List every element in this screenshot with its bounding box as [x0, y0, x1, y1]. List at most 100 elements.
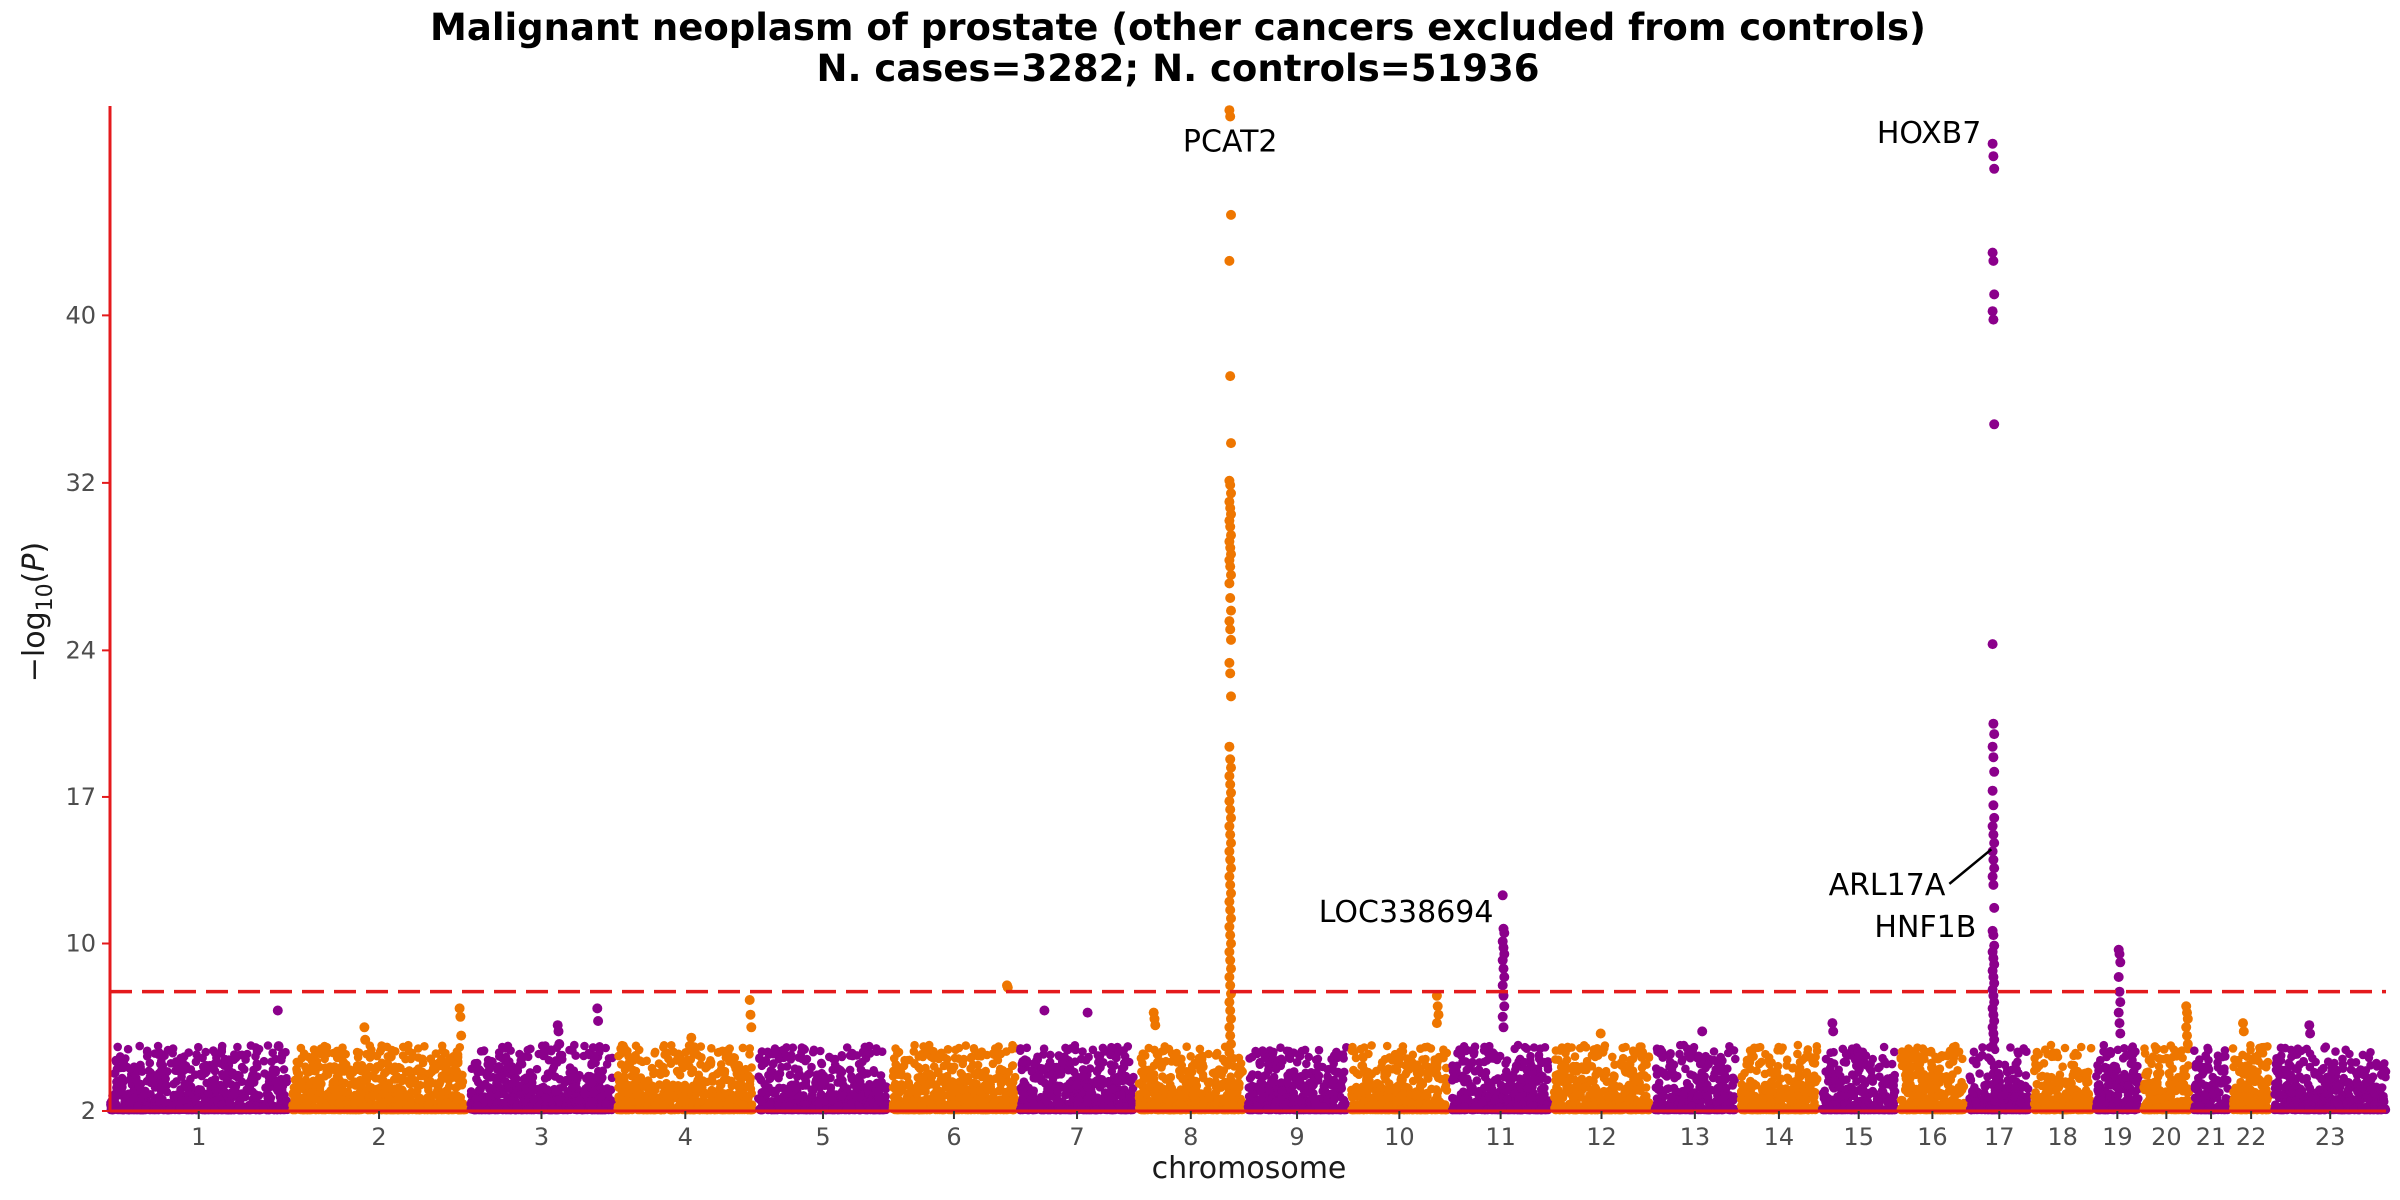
snp-point	[271, 1077, 281, 1087]
snp-point	[543, 1069, 553, 1078]
snp-point	[394, 1088, 404, 1098]
snp-point	[904, 1078, 914, 1088]
snp-point	[654, 1059, 664, 1068]
snp-point	[553, 1095, 563, 1104]
snp-point	[673, 1053, 683, 1062]
snp-point	[837, 1091, 846, 1101]
snp-point	[210, 1048, 220, 1058]
snp-point	[643, 1076, 653, 1085]
snp-point	[1008, 1040, 1017, 1050]
snp-point	[111, 1099, 120, 1109]
snp-point	[934, 1054, 944, 1064]
snp-point	[659, 1043, 668, 1052]
snp-point	[1107, 1042, 1116, 1052]
snp-point	[196, 1085, 206, 1094]
snp-point	[113, 1042, 122, 1052]
snp-point	[567, 1083, 577, 1092]
snp-point	[1112, 1076, 1122, 1085]
snp-point	[297, 1053, 307, 1063]
snp-point	[1009, 1097, 1019, 1107]
snp-point	[734, 1082, 743, 1092]
snp-point	[706, 1076, 715, 1086]
snp-point	[1022, 1043, 1032, 1053]
snp-point	[613, 1071, 623, 1080]
snp-point	[441, 1048, 450, 1058]
snp-point	[768, 1059, 778, 1069]
snp-point	[301, 1062, 310, 1071]
snp-point	[309, 1045, 319, 1054]
snp-point	[713, 1097, 723, 1107]
snp-point	[425, 1069, 434, 1078]
snp-point	[803, 1070, 813, 1079]
snp-point	[948, 1099, 958, 1109]
snp-point	[365, 1082, 374, 1091]
snp-point	[1018, 1088, 1028, 1097]
chart-subtitle: N. cases=3282; N. controls=51936	[817, 47, 1540, 90]
snp-point	[664, 1086, 674, 1095]
snp-point	[194, 1042, 203, 1052]
snp-point	[642, 1056, 651, 1066]
snp-point	[688, 1065, 698, 1075]
snp-point	[1119, 1058, 1129, 1068]
snp-point	[171, 1057, 181, 1066]
snp-point	[169, 1079, 178, 1089]
snp-point	[697, 1053, 706, 1062]
snp-point	[235, 1096, 245, 1106]
snp-point	[766, 1100, 775, 1109]
snp-point	[415, 1093, 425, 1103]
snp-point	[423, 1100, 433, 1110]
snp-point	[379, 1042, 388, 1051]
snp-point	[175, 1089, 184, 1098]
snp-point	[1056, 1070, 1066, 1079]
snp-point	[860, 1042, 870, 1052]
snp-point	[932, 1086, 941, 1095]
snp-point	[418, 1054, 427, 1064]
snp-point	[616, 1049, 626, 1059]
snp-point	[180, 1079, 190, 1089]
snp-point	[1070, 1057, 1080, 1066]
snp-point	[437, 1041, 447, 1051]
snp-point	[925, 1080, 934, 1089]
snp-point	[966, 1064, 975, 1073]
snp-point	[771, 1087, 780, 1097]
snp-point	[252, 1047, 262, 1057]
snp-point	[797, 1048, 806, 1057]
snp-point	[706, 1060, 716, 1069]
snp-point	[942, 1071, 952, 1081]
snp-point	[140, 1089, 150, 1099]
snp-point	[452, 1090, 462, 1100]
snp-point	[372, 1051, 382, 1061]
snp-point	[1083, 1098, 1092, 1107]
snp-point	[744, 1071, 753, 1080]
snp-point	[310, 1094, 320, 1104]
snp-point	[621, 1096, 630, 1105]
snp-point	[625, 1081, 634, 1090]
snp-point	[690, 1042, 699, 1051]
snp-point	[475, 1065, 485, 1075]
snp-point	[201, 1047, 210, 1057]
snp-point	[488, 1072, 498, 1082]
snp-point	[494, 1048, 504, 1057]
snp-point	[1078, 1071, 1088, 1081]
snp-point	[1123, 1042, 1133, 1051]
snp-point	[267, 1069, 277, 1079]
snp-point	[678, 1063, 688, 1073]
snp-point	[319, 1090, 329, 1100]
snp-point	[1108, 1084, 1118, 1094]
snp-point	[216, 1080, 225, 1090]
snp-point	[321, 1063, 330, 1072]
snp-point	[809, 1045, 819, 1055]
snp-point	[540, 1093, 550, 1102]
snp-point	[338, 1043, 347, 1052]
snp-point	[145, 1058, 155, 1068]
snp-point	[852, 1051, 862, 1060]
snp-point	[230, 1085, 239, 1094]
snp-point	[413, 1044, 423, 1053]
snp-point	[426, 1077, 435, 1086]
snp-point	[801, 1080, 810, 1089]
snp-point	[444, 1082, 454, 1091]
snp-point	[484, 1058, 494, 1068]
snp-point	[1112, 1053, 1121, 1063]
snp-point	[202, 1067, 211, 1076]
snp-point	[745, 1044, 755, 1053]
